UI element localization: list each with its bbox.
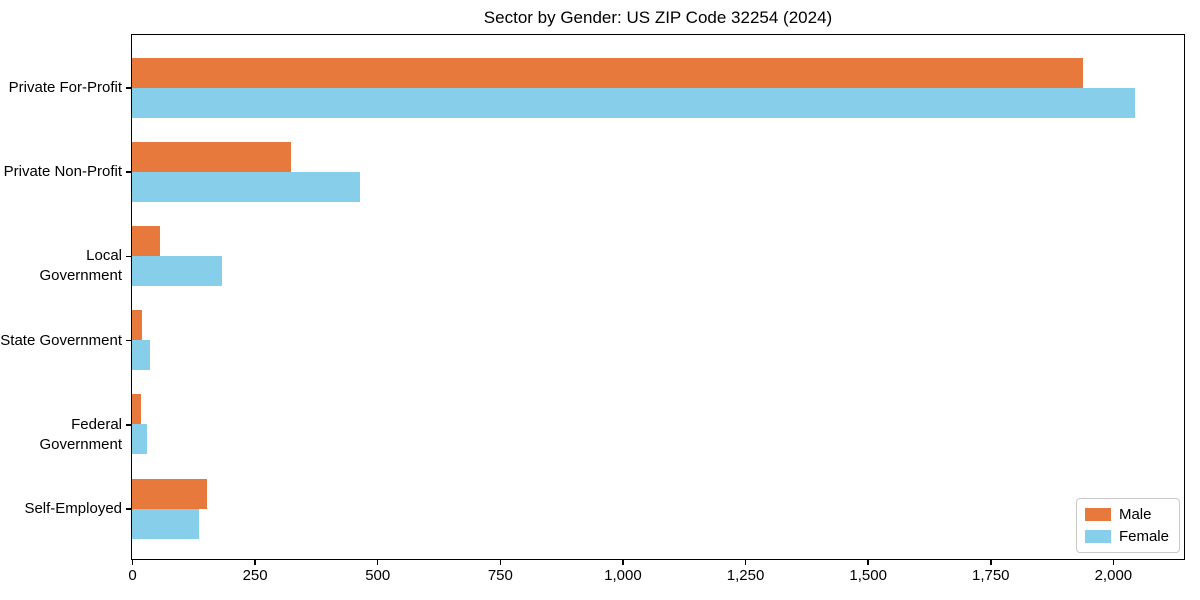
xtick-mark [376, 560, 379, 565]
bar-female-0 [132, 87, 1135, 118]
chart-title: Sector by Gender: US ZIP Code 32254 (202… [483, 8, 833, 27]
xtick-label: 1,500 [849, 567, 887, 584]
xtick-mark [744, 560, 747, 565]
xtick-mark [131, 560, 134, 565]
xtick-mark [867, 560, 869, 565]
bar-female-5 [132, 508, 199, 539]
ytick-mark [126, 255, 131, 258]
bar-female-4 [132, 424, 147, 455]
bar-female-1 [132, 171, 361, 202]
legend: Male Female [1075, 498, 1180, 553]
xtick-label: 500 [365, 567, 391, 584]
bar-male-0 [132, 57, 1084, 88]
bar-male-2 [132, 225, 160, 256]
xtick-label: 250 [242, 567, 268, 584]
xtick-label: 2,000 [1094, 567, 1133, 584]
ytick-label: Federal Government [39, 415, 122, 453]
xtick-mark [254, 560, 256, 565]
ytick-mark [126, 339, 131, 342]
legend-swatch-male [1084, 508, 1111, 521]
xtick-label: 1,000 [604, 567, 642, 584]
plot-area: Male Female [131, 34, 1185, 560]
ytick-label: Self-Employed [24, 500, 122, 517]
legend-swatch-female [1084, 530, 1111, 543]
legend-label: Female [1118, 528, 1169, 545]
legend-item-female: Female [1084, 528, 1169, 545]
bar-male-5 [132, 478, 208, 509]
bar-female-3 [132, 340, 151, 371]
xtick-label: 0 [128, 567, 137, 584]
xtick-mark [990, 560, 992, 565]
xtick-mark [1112, 560, 1115, 565]
ytick-mark [126, 424, 131, 426]
bar-male-4 [132, 394, 141, 425]
xtick-mark [622, 560, 624, 565]
xtick-label: 1,250 [726, 567, 765, 584]
ytick-mark [126, 87, 131, 89]
legend-label: Male [1118, 506, 1152, 523]
bar-male-3 [132, 310, 142, 341]
ytick-label: State Government [0, 331, 122, 349]
legend-item-male: Male [1084, 506, 1169, 523]
ytick-label: Private For-Profit [8, 79, 122, 96]
ytick-mark [126, 508, 131, 510]
bar-male-1 [132, 141, 292, 172]
ytick-mark [126, 171, 131, 173]
xtick-label: 750 [487, 567, 513, 584]
bar-female-2 [132, 255, 222, 286]
xtick-mark [499, 560, 502, 565]
ytick-label: Private Non-Profit [3, 163, 122, 181]
ytick-label: Local Government [39, 247, 122, 285]
xtick-label: 1,750 [971, 567, 1010, 584]
